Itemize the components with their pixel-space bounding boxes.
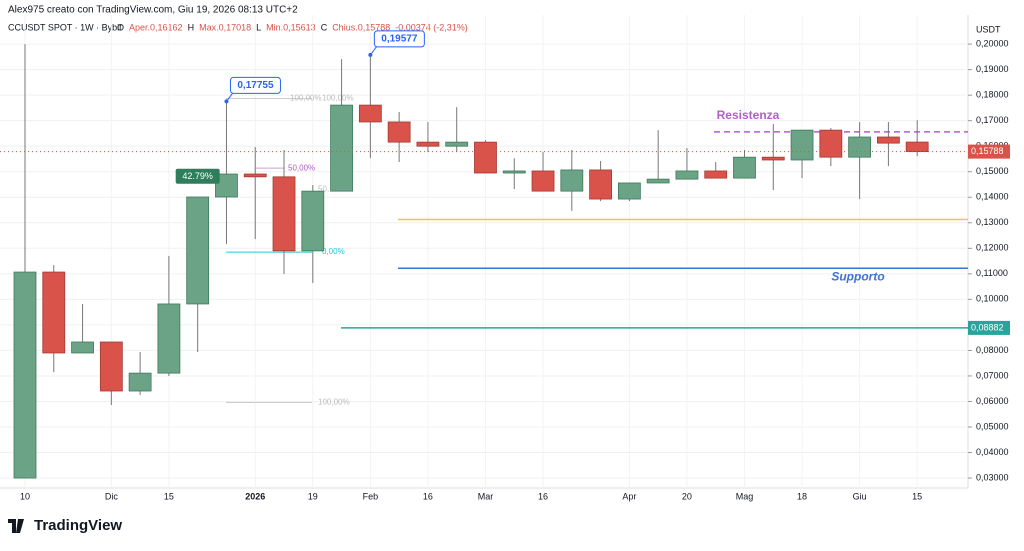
candle-body <box>128 372 152 392</box>
y-tick-label: 0,19000 <box>976 64 1009 74</box>
candle-body <box>877 136 900 144</box>
level-label: Supporto <box>831 269 884 283</box>
fib-label: 100,00% <box>322 94 354 103</box>
candle-body <box>675 170 699 180</box>
candle-body <box>13 271 37 479</box>
y-tick-label: 0,03000 <box>976 472 1009 482</box>
candle-body <box>733 156 756 179</box>
y-tick-label: 0,15000 <box>976 166 1009 176</box>
callout-stem <box>226 93 233 102</box>
y-tick-label: 0,11000 <box>976 268 1008 278</box>
legend-item: Min.0,15613 <box>266 22 316 32</box>
candle-body <box>445 141 469 147</box>
candle-body <box>387 121 411 143</box>
candle-body <box>502 170 526 174</box>
candle-body <box>301 190 325 252</box>
legend-item: H <box>188 22 195 32</box>
callout-label: 0,17755 <box>237 80 274 91</box>
y-tick-label: 0,06000 <box>976 396 1009 406</box>
fib-label: 100,00% <box>290 94 322 103</box>
candle-body <box>99 341 123 392</box>
legend-item: L <box>256 22 261 32</box>
fib-label: 50, <box>318 185 329 194</box>
x-tick-label: 2026 <box>245 491 265 501</box>
candle-body <box>589 169 612 200</box>
y-tick-label: 0,10000 <box>976 294 1009 304</box>
x-tick-label: Dic <box>105 491 118 501</box>
legend-item: Chius.0,15788 <box>332 22 390 32</box>
candle-body <box>272 176 296 252</box>
x-tick-label: 16 <box>423 491 433 501</box>
candle-body <box>71 341 94 354</box>
y-axis-label: USDT <box>976 24 1001 34</box>
symbol: CCUSDT SPOT · 1W · Bybit <box>8 22 122 32</box>
logo-icon <box>8 519 24 533</box>
candle-body <box>848 136 872 158</box>
y-tick-label: 0,04000 <box>976 447 1009 457</box>
y-tick-label: 0,07000 <box>976 370 1009 380</box>
legend: O Aper.0,16162 H Max.0,17018 L Min.0,15613 C Ch… <box>117 22 468 32</box>
price-tag-label: 0,08882 <box>971 322 1004 332</box>
callout-stem <box>369 46 377 56</box>
candle-body <box>531 170 555 192</box>
legend-item: C <box>321 22 328 32</box>
candle-body <box>761 156 785 161</box>
level-label: Resistenza <box>717 108 780 122</box>
y-tick-label: 0,05000 <box>976 421 1009 431</box>
candle-body <box>560 169 584 192</box>
y-tick-label: 0,14000 <box>976 192 1009 202</box>
candle-body <box>42 271 66 354</box>
logo: TradingView <box>34 517 122 534</box>
x-tick-label: Feb <box>363 491 379 501</box>
x-tick-label: 15 <box>912 491 922 501</box>
candle-body <box>819 129 843 158</box>
x-tick-label: Giu <box>853 491 867 501</box>
y-tick-label: 0,20000 <box>976 38 1009 48</box>
legend-item: Aper.0,16162 <box>129 22 183 32</box>
candle-body <box>186 196 210 305</box>
fib-label: 100,00% <box>318 398 350 407</box>
callout-label: 0,19577 <box>381 34 418 45</box>
candle-body <box>157 303 181 374</box>
y-tick-label: 0,13000 <box>976 217 1009 227</box>
fib-label: 0,00% <box>322 247 345 256</box>
candle-body <box>617 182 641 200</box>
x-tick-label: Mar <box>478 491 494 501</box>
y-tick-label: 0,08000 <box>976 345 1009 355</box>
badge: 42.79% <box>182 171 213 181</box>
candle-body <box>330 104 353 192</box>
price-tag-label: 0,15788 <box>971 146 1004 156</box>
callout-box <box>373 30 425 48</box>
callout-box <box>229 76 281 94</box>
y-tick-label: 0,17000 <box>976 115 1009 125</box>
badge-box <box>175 168 220 184</box>
candle-body <box>243 173 267 178</box>
candle-body <box>474 141 497 174</box>
legend-item: -0,00374 (-2,31%) <box>395 22 468 32</box>
x-tick-label: Apr <box>622 491 636 501</box>
candle-body <box>704 170 728 179</box>
price-tag <box>968 320 1010 335</box>
candle-body <box>215 173 238 198</box>
x-tick-label: 15 <box>164 491 174 501</box>
x-tick-label: 16 <box>538 491 548 501</box>
candle-body <box>905 141 929 153</box>
candle-body <box>358 104 382 123</box>
x-tick-label: 10 <box>20 491 30 501</box>
fib-label: 50,00% <box>288 163 315 172</box>
x-tick-label: Mag <box>736 491 754 501</box>
price-tag <box>968 144 1010 159</box>
x-tick-label: 19 <box>308 491 318 501</box>
y-tick-label: 0,18000 <box>976 90 1009 100</box>
candle-body <box>416 141 440 147</box>
candle-body <box>790 129 814 161</box>
legend-item: Max.0,17018 <box>199 22 251 32</box>
header: Alex975 creato con TradingView.com, Giu … <box>8 5 298 16</box>
candle-body <box>646 178 670 184</box>
x-tick-label: 18 <box>797 491 807 501</box>
legend-item: O <box>117 22 124 32</box>
x-tick-label: 20 <box>682 491 692 501</box>
y-tick-label: 0,12000 <box>976 243 1009 253</box>
